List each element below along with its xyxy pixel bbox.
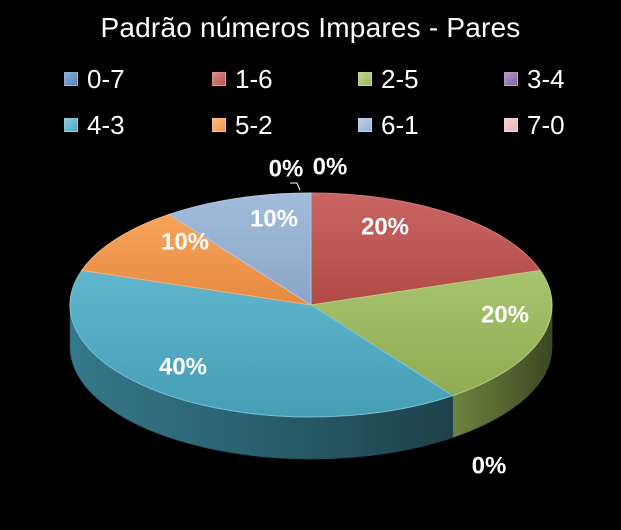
data-label-3-4: 0% xyxy=(472,452,507,479)
pie-slice-2-5 xyxy=(310,269,553,397)
legend-swatch-2-5 xyxy=(358,72,372,86)
legend-label-4-3: 4-3 xyxy=(87,110,125,140)
legend-swatch-1-6 xyxy=(212,72,226,86)
pie-slice-6-1 xyxy=(168,192,312,306)
legend-item-1-6: 1-6 xyxy=(212,64,273,94)
data-label-6-1: 10% xyxy=(250,205,298,232)
pie-slice-4-3 xyxy=(69,269,454,418)
legend-item-0-7: 0-7 xyxy=(64,64,125,94)
chart-title: Padrão números Impares - Pares xyxy=(100,12,521,43)
legend-item-7-0: 7-0 xyxy=(504,110,565,140)
leader-line xyxy=(290,182,301,191)
legend-item-3-4: 3-4 xyxy=(504,64,565,94)
pie-top xyxy=(69,192,553,418)
pie-slice-1-6 xyxy=(310,192,541,306)
legend-label-5-2: 5-2 xyxy=(235,110,273,140)
data-label-0-7: 0% xyxy=(269,155,304,182)
legend-item-2-5: 2-5 xyxy=(358,64,419,94)
legend-label-0-7: 0-7 xyxy=(87,64,125,94)
legend-swatch-7-0 xyxy=(504,118,518,132)
legend-swatch-6-1 xyxy=(358,118,372,132)
legend: 0-7 1-6 2-5 3-4 4-3 5-2 6-1 7-0 xyxy=(64,64,604,146)
data-label-4-3: 40% xyxy=(159,353,207,380)
legend-swatch-0-7 xyxy=(64,72,78,86)
legend-swatch-4-3 xyxy=(64,118,78,132)
legend-label-6-1: 6-1 xyxy=(381,110,419,140)
data-label-1-6: 20% xyxy=(361,213,409,240)
legend-item-4-3: 4-3 xyxy=(64,110,125,140)
legend-label-2-5: 2-5 xyxy=(381,64,419,94)
data-label-7-0: 0% xyxy=(313,153,348,180)
legend-item-6-1: 6-1 xyxy=(358,110,419,140)
legend-swatch-5-2 xyxy=(212,118,226,132)
legend-item-5-2: 5-2 xyxy=(212,110,273,140)
legend-label-7-0: 7-0 xyxy=(527,110,565,140)
pie-labels: 0% 20% 20% 0% 40% 10% 10% 0% xyxy=(159,153,529,479)
data-label-5-2: 10% xyxy=(161,228,209,255)
legend-label-3-4: 3-4 xyxy=(527,64,565,94)
legend-label-1-6: 1-6 xyxy=(235,64,273,94)
data-label-2-5: 20% xyxy=(481,301,529,328)
pie-slice-5-2 xyxy=(81,213,312,306)
legend-swatch-3-4 xyxy=(504,72,518,86)
